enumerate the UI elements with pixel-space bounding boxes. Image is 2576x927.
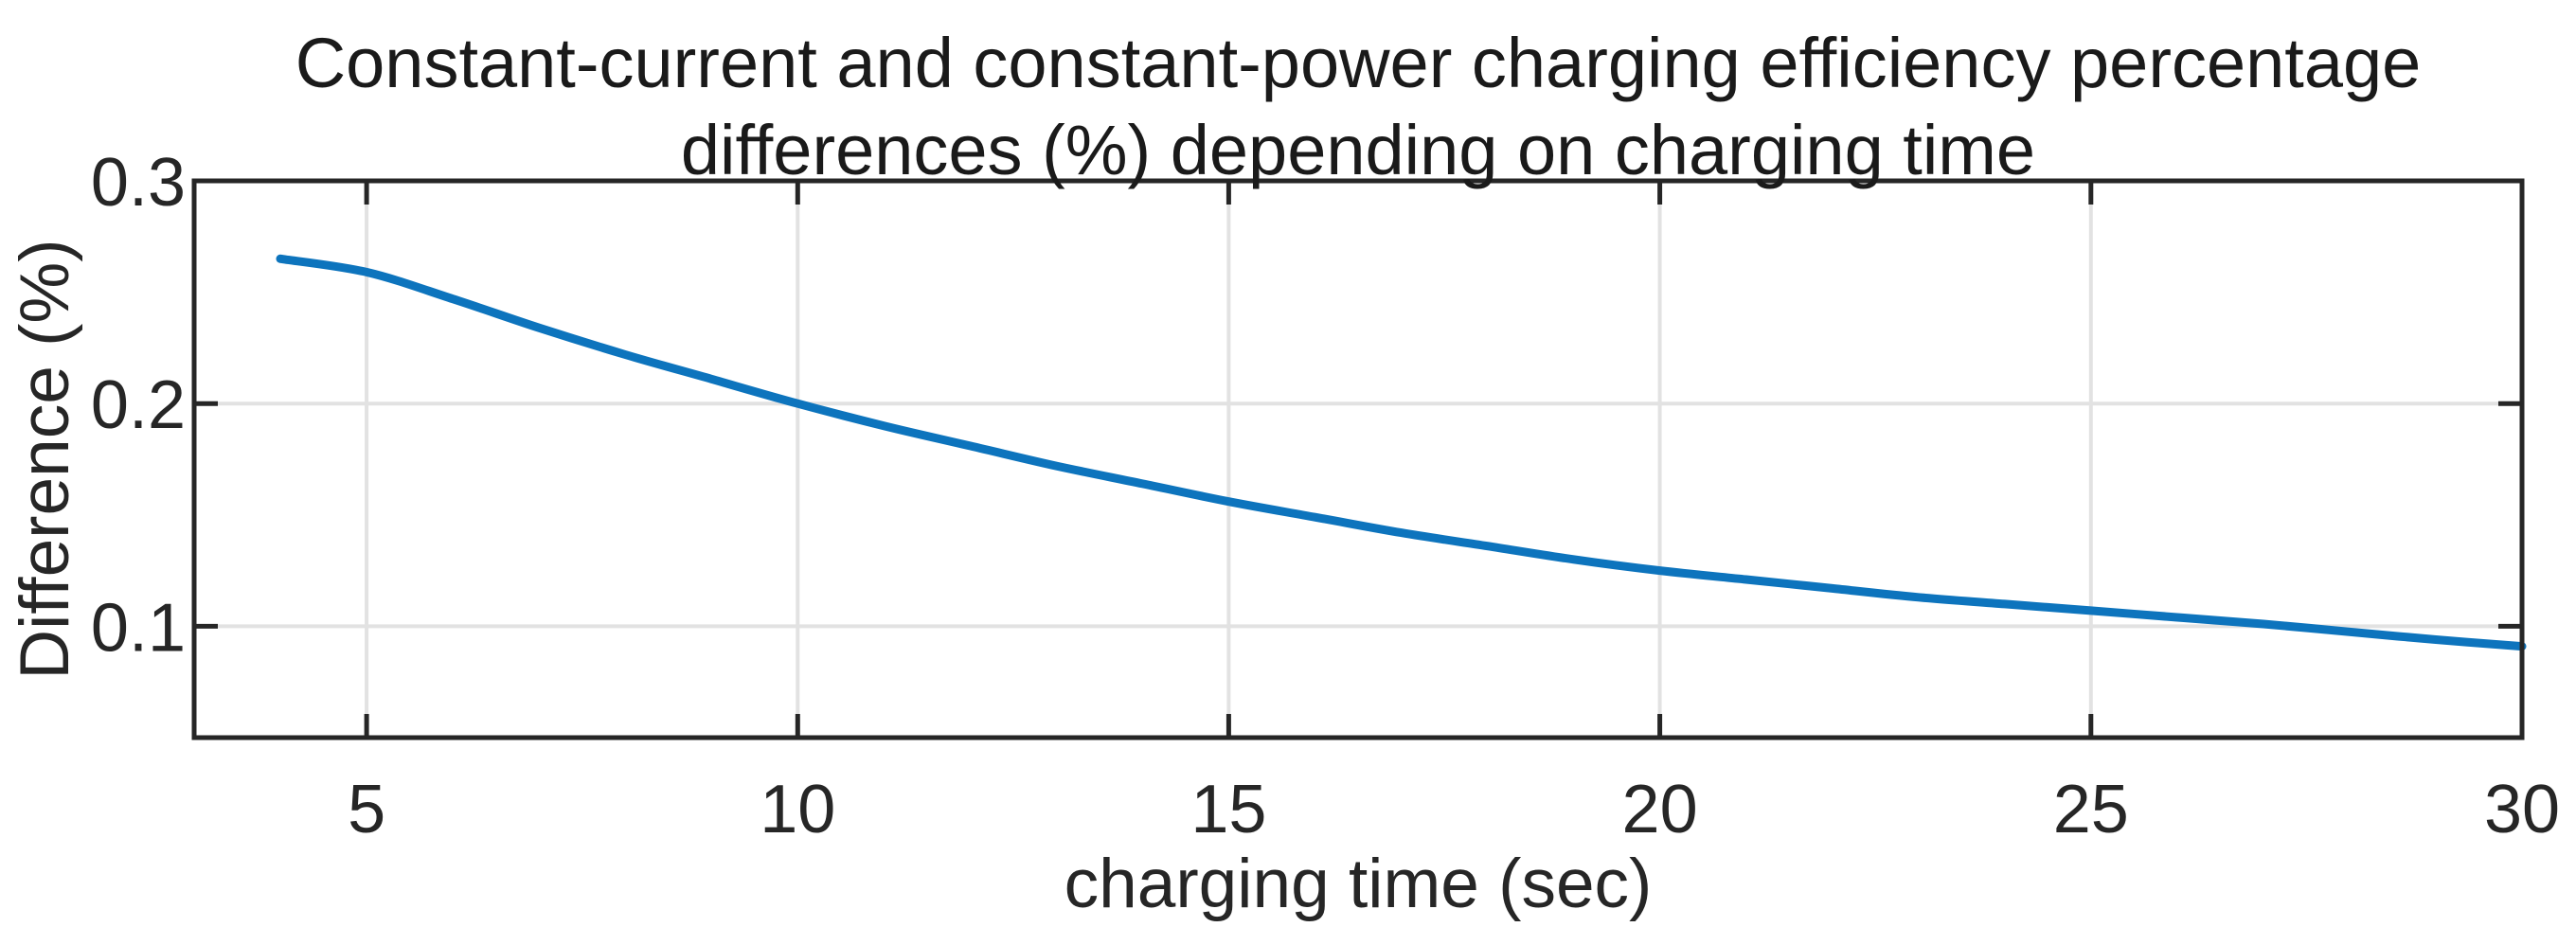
x-tick-label-15: 15: [1190, 772, 1266, 847]
x-tick-label-5: 5: [348, 772, 385, 847]
x-tick-label-20: 20: [1622, 772, 1698, 847]
y-tick-labels: 0.1 0.2 0.3: [91, 145, 186, 666]
y-tick-label-0.2: 0.2: [91, 367, 186, 443]
series-line-efficiency-difference: [276, 254, 2527, 651]
plot-frame: [191, 178, 2525, 740]
tick-marks: [194, 178, 2525, 738]
x-tick-label-10: 10: [760, 772, 835, 847]
x-tick-label-25: 25: [2053, 772, 2129, 847]
chart-title-line2: differences (%) depending on charging ti…: [681, 111, 2035, 189]
x-tick-label-30: 30: [2484, 772, 2560, 847]
x-axis-label: charging time (sec): [1064, 846, 1653, 922]
chart-title-line1: Constant-current and constant-power char…: [295, 24, 2422, 102]
plot-background: [194, 181, 2522, 738]
y-tick-label-0.1: 0.1: [91, 590, 186, 666]
y-axis-label: Difference (%): [7, 239, 83, 679]
y-tick-label-0.3: 0.3: [91, 145, 186, 221]
x-tick-labels: 5 10 15 20 25 30: [348, 772, 2560, 847]
